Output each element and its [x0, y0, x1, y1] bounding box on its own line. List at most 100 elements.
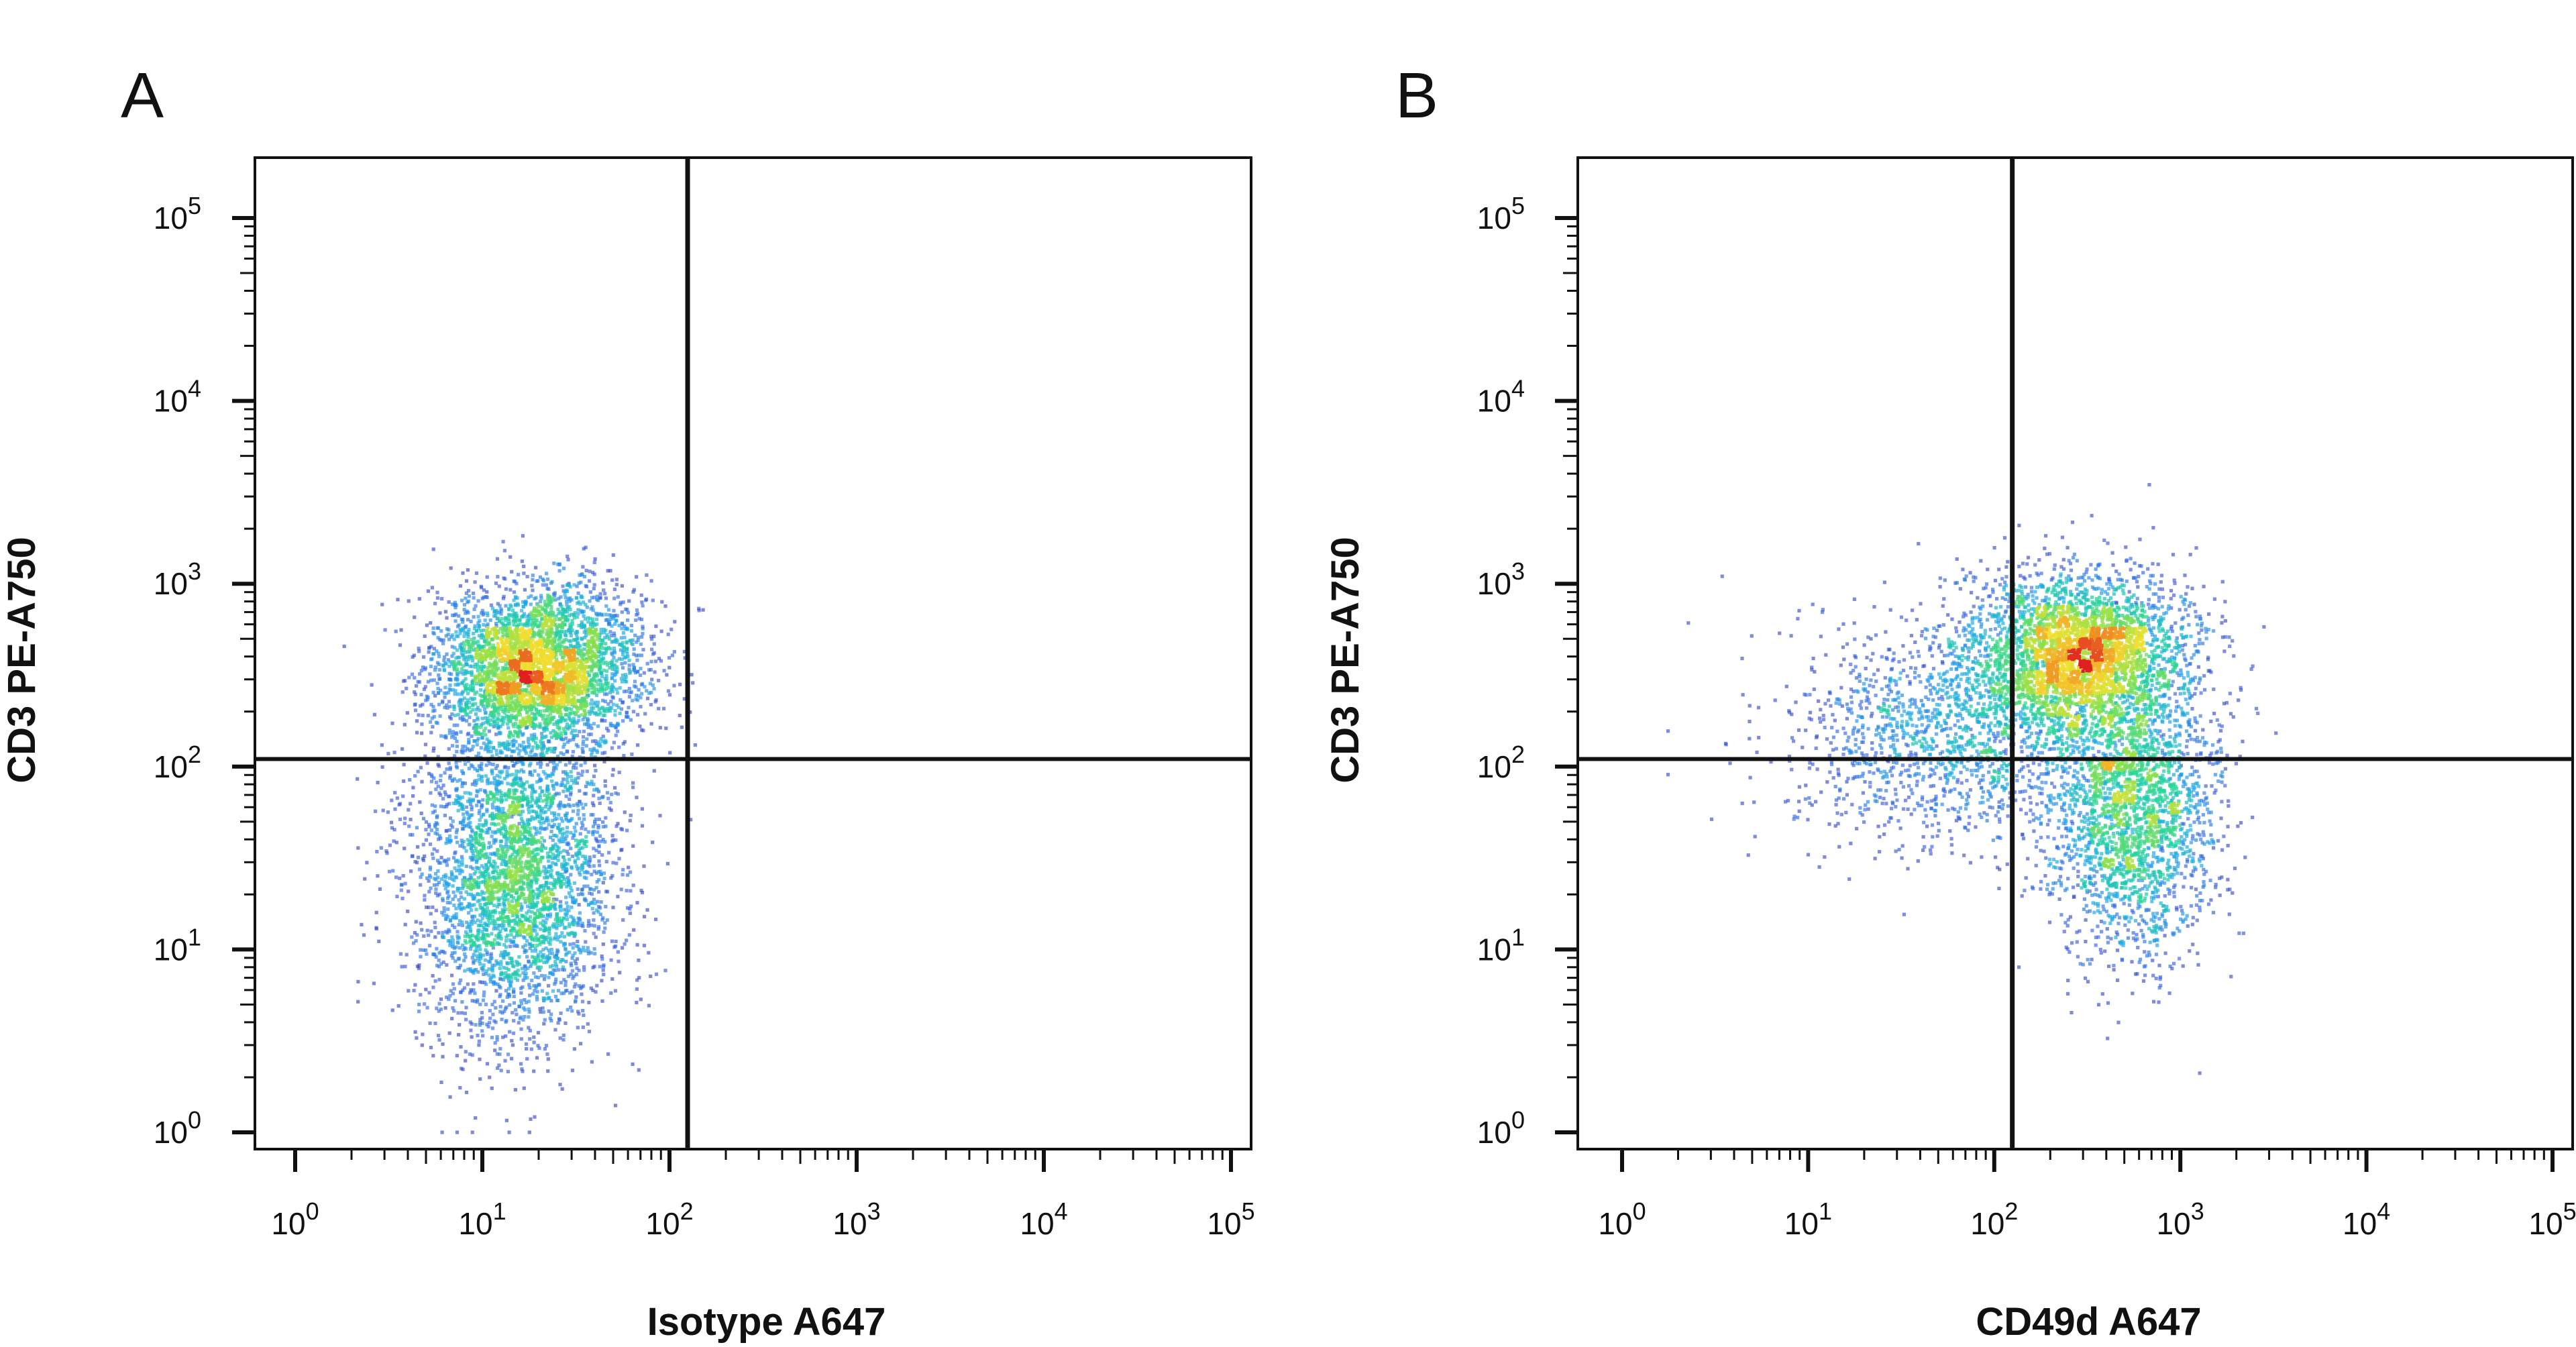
- event-dot: [494, 989, 498, 993]
- event-dot: [492, 724, 496, 729]
- event-dot: [561, 855, 566, 859]
- event-dot: [529, 594, 533, 598]
- event-dot: [557, 644, 561, 648]
- event-dot: [449, 635, 453, 639]
- event-dot: [583, 636, 587, 640]
- event-dot: [423, 854, 427, 858]
- event-dot: [597, 712, 601, 716]
- event-dot: [543, 905, 547, 909]
- event-dot: [601, 837, 605, 842]
- event-dot: [427, 890, 431, 894]
- event-dot: [575, 641, 579, 645]
- event-dot: [523, 973, 527, 977]
- event-dot: [575, 720, 579, 724]
- event-dot: [519, 817, 524, 821]
- event-dot: [538, 796, 542, 800]
- event-dot: [447, 876, 451, 880]
- event-dot: [650, 678, 654, 682]
- event-dot: [450, 916, 455, 920]
- event-dot: [517, 623, 521, 627]
- event-dot: [494, 733, 498, 737]
- event-dot: [568, 922, 572, 926]
- event-dot: [551, 846, 555, 850]
- event-dot: [478, 906, 482, 910]
- event-dot: [623, 677, 627, 681]
- event-dot: [548, 598, 552, 602]
- event-dot: [480, 761, 484, 765]
- event-dot: [474, 781, 478, 785]
- event-dot: [467, 824, 471, 828]
- event-dot: [550, 856, 554, 860]
- event-dot: [586, 684, 590, 688]
- event-dot: [504, 974, 508, 978]
- event-dot: [479, 665, 483, 669]
- event-dot: [602, 871, 606, 875]
- event-dot: [466, 698, 470, 702]
- event-dot: [486, 902, 490, 906]
- event-dot: [641, 604, 645, 608]
- event-dot: [516, 735, 520, 739]
- event-dot: [511, 964, 515, 968]
- event-dot: [604, 647, 608, 651]
- event-dot: [464, 849, 468, 853]
- event-dot: [566, 610, 570, 614]
- event-dot: [530, 855, 534, 859]
- event-dot: [598, 665, 602, 669]
- event-dot: [568, 797, 572, 801]
- event-dot: [486, 797, 490, 801]
- event-dot: [535, 998, 539, 1002]
- event-dot: [441, 797, 445, 801]
- event-dot: [504, 873, 508, 877]
- event-dot: [572, 616, 576, 620]
- event-dot: [640, 824, 645, 828]
- event-dot: [462, 897, 466, 901]
- event-dot: [596, 724, 600, 729]
- event-dot: [572, 734, 576, 738]
- event-dot: [468, 938, 472, 942]
- event-dot: [466, 843, 470, 847]
- event-dot: [491, 712, 495, 716]
- event-dot: [502, 845, 506, 849]
- event-dot: [578, 800, 582, 804]
- event-dot: [498, 1005, 502, 1009]
- event-dot: [485, 906, 489, 910]
- event-dot: [479, 954, 483, 958]
- event-dot: [615, 667, 619, 671]
- event-dot: [478, 962, 482, 966]
- event-dot: [447, 838, 451, 842]
- event-dot: [551, 883, 555, 887]
- event-dot: [554, 614, 558, 618]
- event-dot: [492, 822, 496, 826]
- event-dot: [545, 959, 549, 963]
- event-dot: [542, 977, 547, 981]
- event-dot: [446, 907, 450, 911]
- event-dot: [451, 991, 455, 995]
- event-dot: [547, 596, 551, 600]
- event-dot: [498, 828, 502, 832]
- event-dot: [583, 761, 587, 765]
- event-dot: [584, 834, 588, 839]
- event-dot: [468, 855, 472, 859]
- event-dot: [613, 679, 617, 683]
- event-dot: [484, 943, 489, 947]
- event-dot: [531, 929, 535, 933]
- event-dot: [584, 628, 588, 632]
- event-dot: [619, 698, 623, 702]
- event-dot: [492, 702, 496, 706]
- event-dot: [515, 614, 519, 618]
- event-dot: [637, 1068, 641, 1072]
- event-dot: [545, 802, 549, 806]
- event-dot: [455, 794, 460, 798]
- event-dot: [491, 910, 495, 914]
- event-dot: [566, 904, 570, 909]
- event-dot: [577, 842, 582, 846]
- event-dot: [565, 722, 569, 726]
- event-dot: [484, 774, 488, 778]
- event-dot: [484, 969, 488, 973]
- event-dot: [500, 665, 504, 670]
- event-dot: [553, 878, 557, 882]
- event-dot: [496, 923, 500, 927]
- event-dot: [489, 952, 493, 956]
- event-dot: [482, 707, 486, 712]
- event-dot: [474, 859, 479, 863]
